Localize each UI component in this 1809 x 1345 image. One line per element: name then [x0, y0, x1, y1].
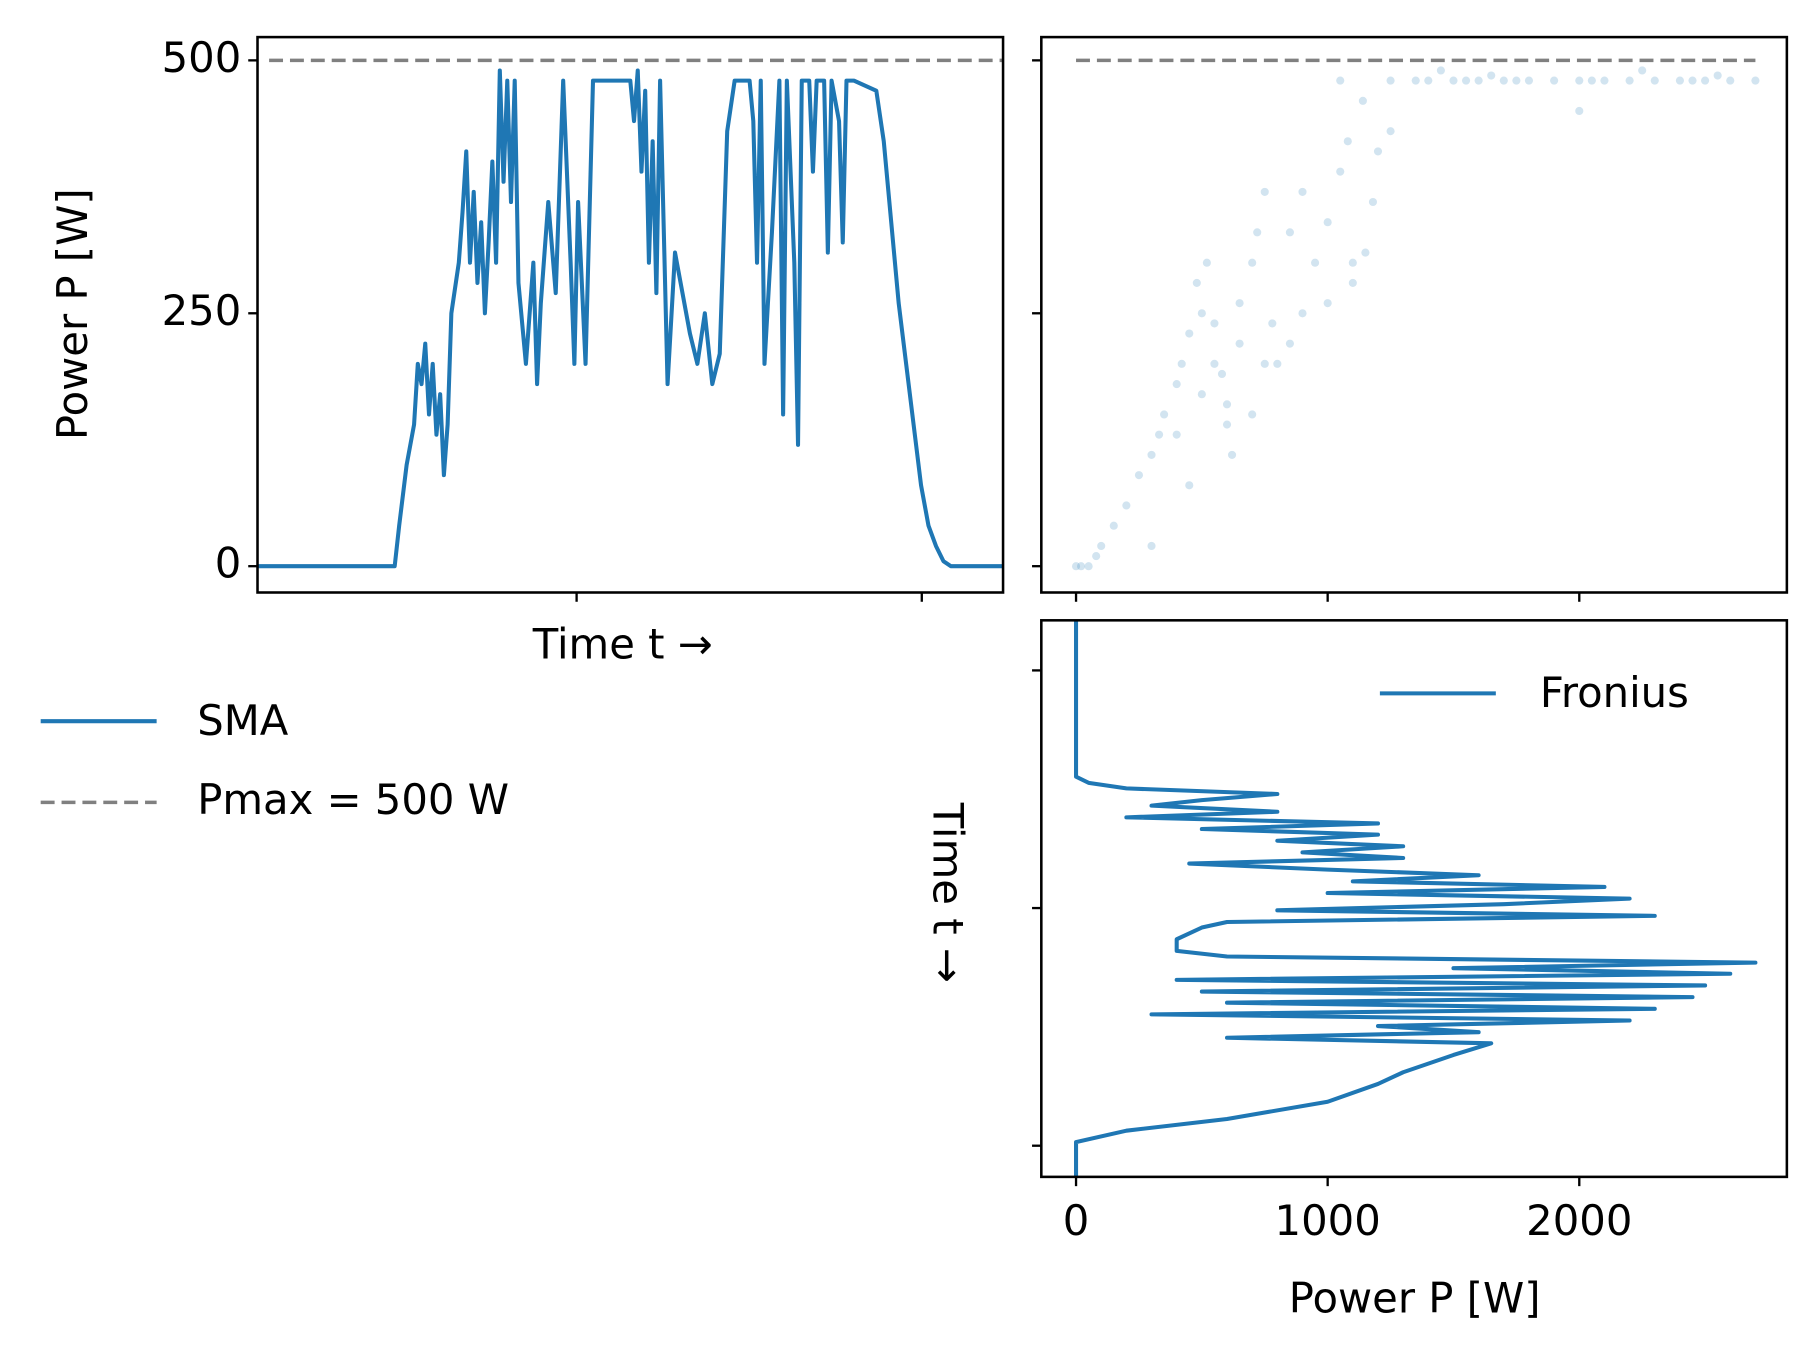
scatter-point	[1097, 541, 1106, 551]
x-axis-label: Power P [W]	[1289, 1273, 1541, 1322]
scatter-point	[1650, 76, 1659, 85]
scatter-point	[1524, 76, 1534, 85]
scatter-point	[1424, 76, 1433, 85]
scatter-point	[1701, 76, 1710, 85]
scatter-point	[1147, 450, 1156, 459]
y-tick-label: 500	[162, 33, 242, 82]
scatter-point	[1311, 258, 1320, 267]
scatter-point	[1358, 96, 1367, 105]
scatter-point	[1134, 471, 1144, 480]
scatter-point	[1177, 359, 1186, 368]
line	[257, 68, 1004, 569]
scatter-point	[1373, 147, 1383, 156]
scatter-point	[1713, 71, 1722, 80]
scatter-point	[1726, 76, 1735, 85]
scatter-point	[1217, 369, 1227, 379]
legend-label: Pmax = 500 W	[197, 775, 509, 824]
scatter-point	[1751, 76, 1760, 85]
axes-frame	[1040, 35, 1789, 594]
scatter-point	[1600, 76, 1609, 85]
scatter-point	[1077, 562, 1086, 571]
line	[1074, 620, 1758, 1177]
scatter-point	[1368, 197, 1378, 207]
scatter-point	[1343, 137, 1352, 146]
scatter-point	[1268, 319, 1277, 328]
scatter-point	[1336, 167, 1345, 176]
y-tick-label: 0	[215, 539, 242, 588]
scatter-point	[1361, 248, 1370, 257]
scatter-point	[1348, 258, 1357, 267]
x-tick-label: 1000	[1275, 1196, 1381, 1245]
scatter-point	[1155, 430, 1164, 439]
x-tick-label: 2000	[1526, 1196, 1632, 1245]
scatter-point	[1260, 359, 1269, 368]
scatter-point	[1575, 76, 1584, 85]
scatter-point	[1092, 552, 1101, 561]
scatter-point	[1248, 410, 1257, 419]
scatter-point	[1411, 76, 1420, 85]
legend-label: Fronius	[1540, 668, 1689, 717]
y-tick-label: 250	[162, 286, 242, 335]
scatter-point	[1550, 76, 1559, 85]
scatter-point	[1675, 76, 1684, 85]
scatter-point	[1172, 380, 1181, 389]
scatter-point	[1323, 218, 1332, 227]
scatter-point	[1625, 76, 1634, 85]
scatter-point	[1253, 228, 1262, 237]
x-tick-label: 0	[1063, 1196, 1090, 1245]
scatter-point	[1227, 450, 1237, 459]
scatter-point	[1109, 521, 1118, 530]
axes-frame	[256, 35, 1005, 594]
scatter-point	[1512, 76, 1521, 85]
scatter-point	[1248, 258, 1257, 267]
y-axis-label: Time t →	[924, 802, 973, 983]
scatter-point	[1202, 258, 1211, 267]
scatter-point	[1487, 71, 1496, 80]
scatter-point	[1071, 562, 1081, 571]
scatter-point	[1185, 329, 1194, 338]
scatter-point	[1449, 76, 1458, 85]
scatter-point	[1386, 76, 1395, 85]
scatter-point	[1122, 501, 1131, 510]
scatter-point	[1210, 359, 1219, 368]
scatter-point	[1222, 420, 1232, 429]
scatter-point	[1273, 359, 1282, 368]
scatter-point	[1192, 278, 1201, 287]
scatter-point	[1638, 66, 1647, 75]
scatter-point	[1499, 76, 1508, 85]
scatter-point	[1235, 299, 1244, 308]
scatter-point	[1323, 299, 1332, 308]
scatter-point	[1210, 319, 1219, 328]
scatter-point	[1386, 127, 1395, 136]
axes-frame	[1040, 619, 1789, 1179]
scatter-point	[1185, 481, 1194, 490]
scatter-point	[1147, 541, 1156, 551]
scatter-point	[1587, 76, 1596, 85]
scatter-point	[1260, 187, 1269, 196]
scatter-point	[1461, 76, 1471, 85]
x-axis-label: Time t →	[532, 619, 713, 668]
scatter-point	[1298, 187, 1307, 196]
scatter-point	[1348, 278, 1357, 287]
scatter-point	[1084, 562, 1093, 571]
scatter-point	[1285, 228, 1294, 237]
scatter-point	[1474, 76, 1483, 85]
y-axis-label: Power P [W]	[48, 188, 97, 440]
scatter-point	[1172, 430, 1181, 439]
scatter-point	[1222, 400, 1232, 409]
legend-label: SMA	[197, 696, 288, 745]
scatter-point	[1298, 309, 1307, 318]
scatter-point	[1336, 76, 1345, 85]
scatter-point	[1160, 410, 1169, 419]
scatter-point	[1285, 339, 1294, 348]
scatter-point	[1575, 106, 1584, 116]
scatter-point	[1436, 66, 1445, 75]
scatter-point	[1197, 390, 1206, 399]
scatter-point	[1688, 76, 1697, 85]
scatter-point	[1235, 339, 1244, 348]
scatter-point	[1197, 309, 1206, 318]
